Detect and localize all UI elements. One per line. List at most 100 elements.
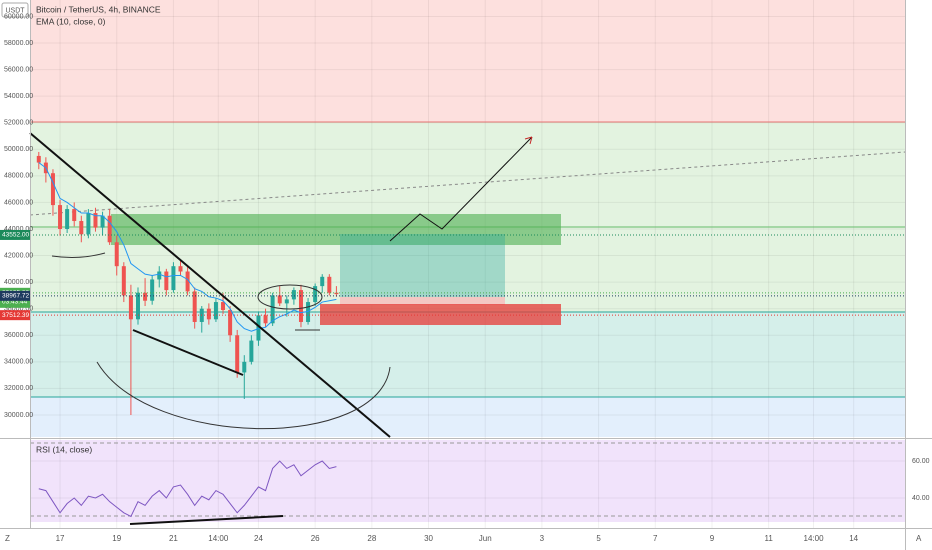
candle-body xyxy=(36,155,41,163)
candle-body xyxy=(157,271,162,280)
candle-body xyxy=(242,361,247,373)
x-tick-label: 3 xyxy=(540,534,545,543)
candle-body xyxy=(213,302,218,320)
y-tick-label: 42000.00 xyxy=(4,252,33,259)
zone-red xyxy=(30,0,905,122)
x-tick-label: 14:00 xyxy=(804,534,825,543)
y-tick-label: 58000.00 xyxy=(4,40,33,47)
candle-body xyxy=(256,315,261,341)
y-tick-label: 44000.00 xyxy=(4,226,33,233)
x-tick-label: Jun xyxy=(479,534,492,543)
candle-body xyxy=(277,295,282,304)
candle-body xyxy=(164,271,169,291)
candle-body xyxy=(249,340,254,362)
candle-body xyxy=(327,276,332,293)
candle-body xyxy=(135,292,140,320)
candle-body xyxy=(291,290,296,300)
projection-path xyxy=(389,136,533,242)
countdown: 03:43:44 xyxy=(2,299,28,306)
candle-body xyxy=(150,279,155,301)
candle-body xyxy=(284,299,289,304)
x-tick-label: 30 xyxy=(424,534,433,543)
y-tick-label: 48000.00 xyxy=(4,173,33,180)
candle-body xyxy=(313,286,318,303)
curve xyxy=(51,252,106,258)
price-badge-label: 38967.72 xyxy=(2,293,29,300)
candle-body xyxy=(178,266,183,272)
timezone-button[interactable]: Z xyxy=(5,534,10,543)
supply-box xyxy=(111,214,561,245)
candle-body xyxy=(235,335,240,373)
candle-body xyxy=(58,205,63,229)
candle-body xyxy=(72,209,77,222)
candle-body xyxy=(270,295,275,324)
trendline xyxy=(132,329,244,376)
x-tick-label: 7 xyxy=(653,534,658,543)
candle-body xyxy=(143,292,148,301)
candle-body xyxy=(107,215,112,243)
candle-body xyxy=(221,302,226,311)
candle-body xyxy=(228,310,233,336)
x-tick-label: 14:00 xyxy=(208,534,229,543)
x-tick-label: 17 xyxy=(56,534,65,543)
x-tick-label: 26 xyxy=(311,534,320,543)
currency-button[interactable] xyxy=(1,2,29,18)
target-box xyxy=(340,234,505,297)
x-tick-label: 24 xyxy=(254,534,263,543)
x-tick-label: 19 xyxy=(112,534,121,543)
price-badge xyxy=(0,290,30,301)
x-tick-label: 14 xyxy=(849,534,858,543)
price-badge-label: 37512.39 xyxy=(2,312,29,319)
candle-body xyxy=(86,213,91,235)
candle-body xyxy=(65,209,70,229)
candle-body xyxy=(263,315,268,324)
y-tick-label: 38000.00 xyxy=(4,306,33,313)
y-tick-label: 40000.00 xyxy=(4,279,33,286)
rsi-tick-label: 40.00 xyxy=(912,495,930,502)
zone-blue xyxy=(30,397,905,437)
trendline xyxy=(29,132,391,438)
y-tick-label: 60000.00 xyxy=(4,13,33,20)
rsi-trendline xyxy=(129,515,284,525)
candle-body xyxy=(100,215,105,228)
rsi-background xyxy=(30,440,905,522)
currency[interactable]: USDT xyxy=(5,7,25,14)
auto-scale-button[interactable]: A xyxy=(916,534,922,543)
candle-body xyxy=(128,295,133,320)
y-tick-label: 56000.00 xyxy=(4,66,33,73)
rsi-line xyxy=(38,460,337,518)
candle-body xyxy=(192,291,197,322)
candle-body xyxy=(79,221,84,235)
y-tick-label: 30000.00 xyxy=(4,412,33,419)
candle-body xyxy=(334,292,339,295)
rsi-title: RSI (14, close) xyxy=(36,444,92,454)
candle-body xyxy=(298,290,303,322)
trend-dashed xyxy=(29,151,906,216)
candle-body xyxy=(320,276,325,287)
x-tick-label: 9 xyxy=(710,534,715,543)
ema-line xyxy=(38,162,337,332)
x-tick-label: 11 xyxy=(765,534,774,543)
symbol-title: Bitcoin / TetherUS, 4h, BINANCE xyxy=(36,4,161,14)
y-tick-label: 54000.00 xyxy=(4,93,33,100)
y-tick-label: 52000.00 xyxy=(4,120,33,127)
indicator-label: EMA (10, close, 0) xyxy=(36,16,106,26)
series xyxy=(30,151,905,518)
candle-body xyxy=(114,242,119,267)
price-badge xyxy=(0,229,30,240)
candle-body xyxy=(50,173,55,206)
candle-body xyxy=(306,302,311,322)
ellipse xyxy=(257,284,323,310)
x-tick-label: 5 xyxy=(596,534,601,543)
candle-body xyxy=(185,271,190,292)
y-tick-label: 36000.00 xyxy=(4,332,33,339)
candle-body xyxy=(93,213,98,228)
y-tick-label: 46000.00 xyxy=(4,199,33,206)
entry-box xyxy=(340,297,505,305)
price-badge xyxy=(0,310,30,321)
x-tick-label: 28 xyxy=(367,534,376,543)
rsi-tick-label: 60.00 xyxy=(912,458,930,465)
zone-teal xyxy=(30,312,905,397)
x-tick-label: 21 xyxy=(169,534,178,543)
